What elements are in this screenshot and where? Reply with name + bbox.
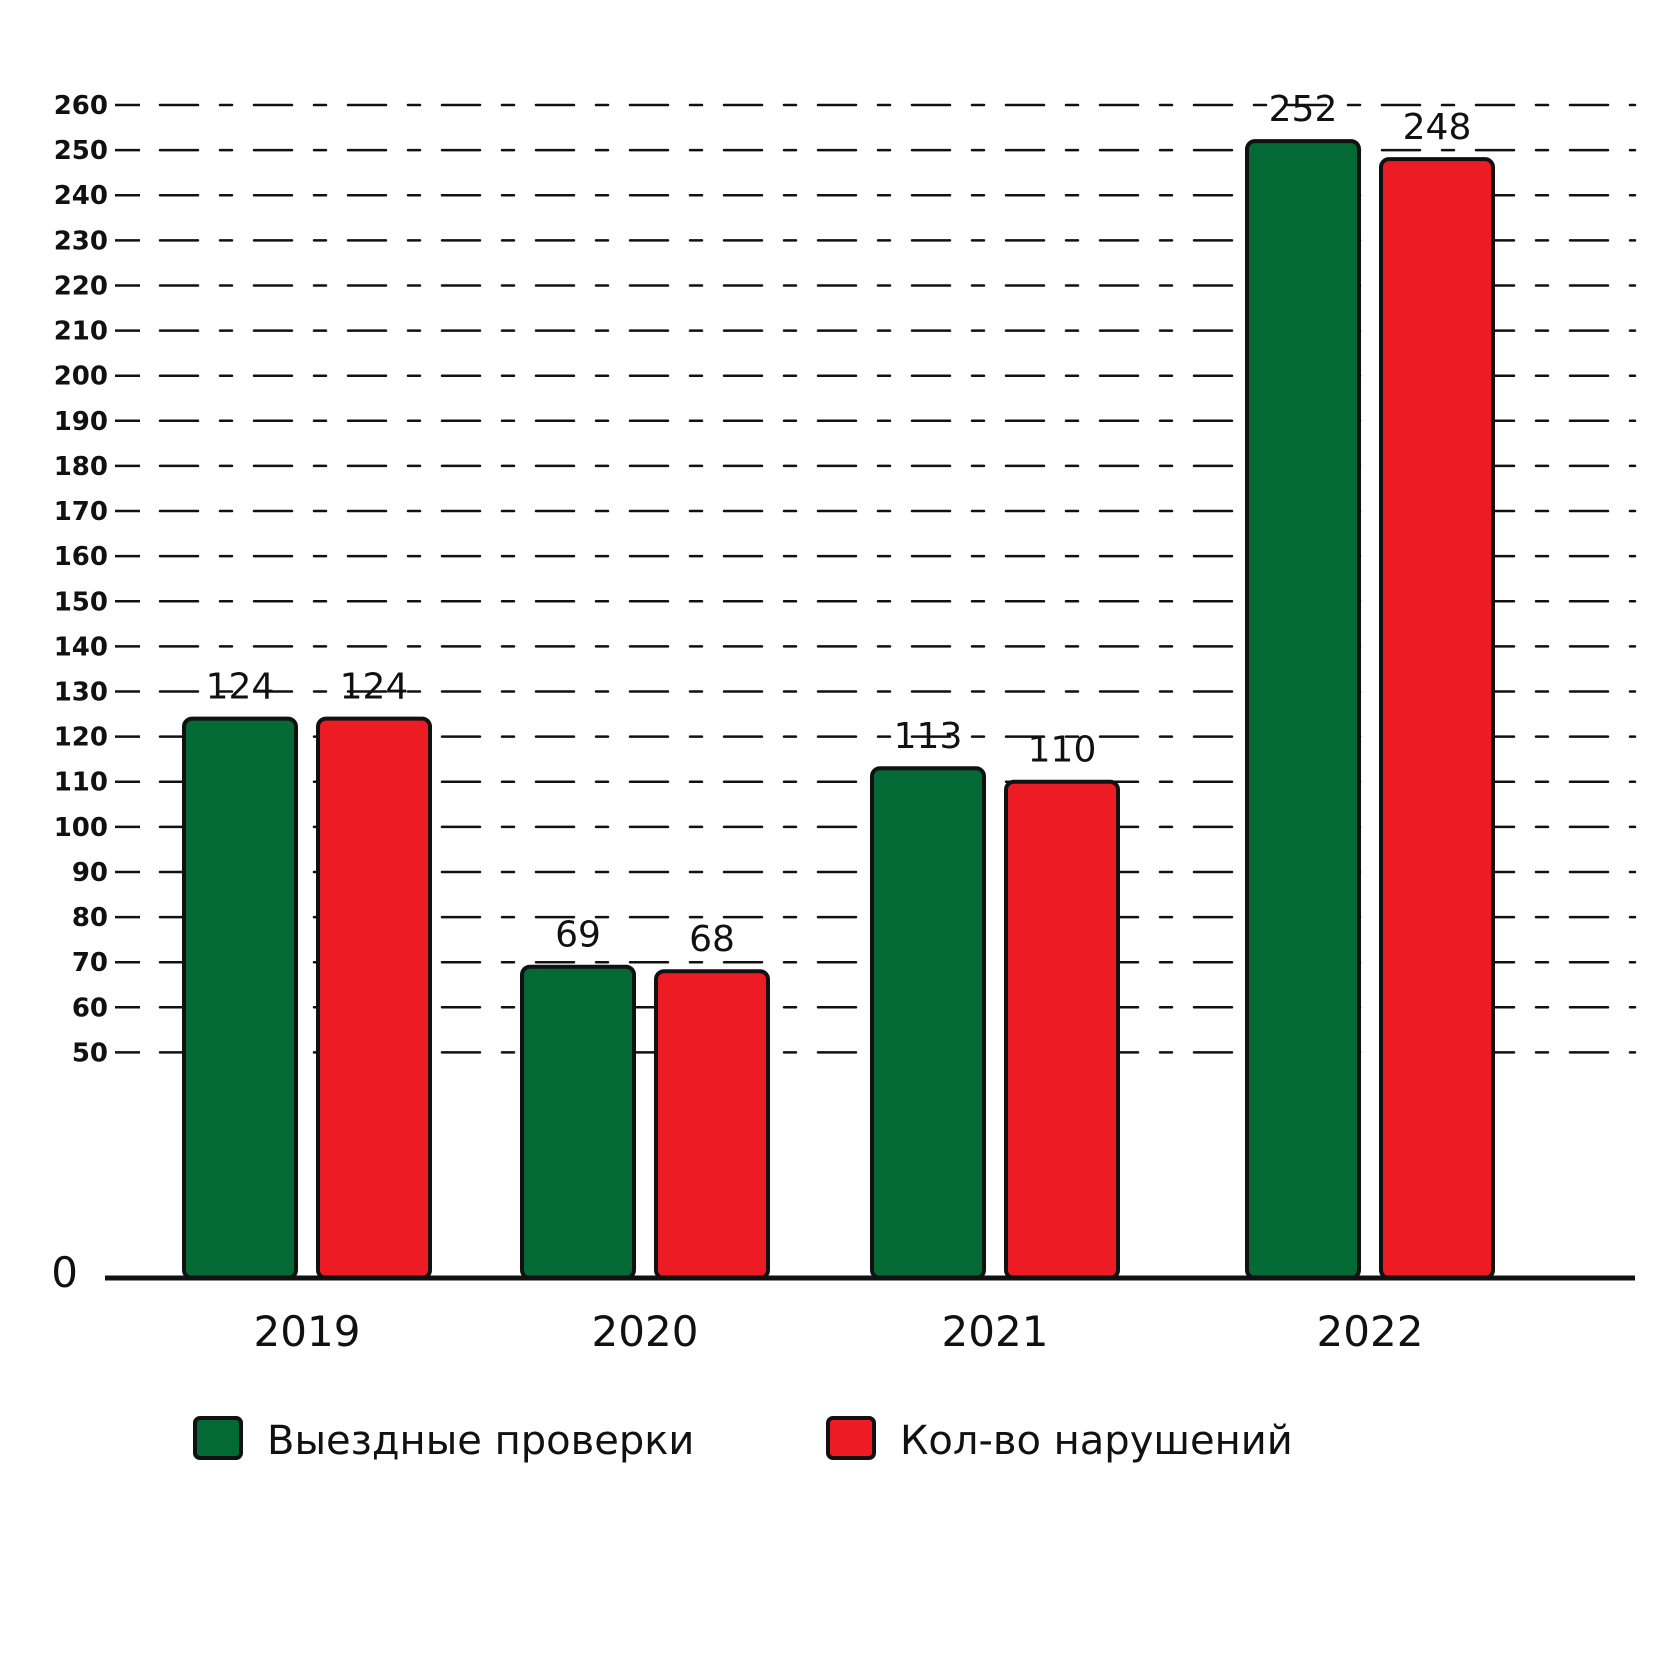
y-tick-label: 0 (51, 1248, 78, 1297)
y-tick-label: 240 (54, 181, 108, 211)
y-tick-label: 120 (54, 723, 108, 753)
y-tick-label: 260 (54, 91, 108, 121)
y-tick-label: 80 (72, 903, 108, 933)
bar-2021-series-2 (1004, 779, 1120, 1280)
y-tick-label: 170 (54, 497, 108, 527)
y-tick-label: 60 (72, 993, 108, 1023)
bar-2019-series-1 (182, 716, 298, 1280)
y-tick-label: 90 (72, 858, 108, 888)
x-category-label: 2021 (942, 1307, 1049, 1356)
bar-2021-series-1 (870, 766, 986, 1280)
value-label: 113 (894, 716, 963, 757)
legend-label-1: Выездные проверки (267, 1418, 694, 1464)
x-category-label: 2019 (254, 1307, 361, 1356)
y-tick-label: 200 (54, 362, 108, 392)
bar-2020-series-2 (654, 969, 770, 1280)
legend: Выездные проверки Кол-во нарушений (193, 1416, 1293, 1464)
y-tick-label: 70 (72, 948, 108, 978)
value-label: 124 (340, 667, 409, 708)
bars (182, 139, 1495, 1281)
y-tick-label: 160 (54, 542, 108, 572)
legend-swatch-1 (193, 1416, 243, 1460)
y-tick-label: 130 (54, 678, 108, 708)
y-tick-label: 190 (54, 407, 108, 437)
x-category-label: 2022 (1317, 1307, 1424, 1356)
y-tick-label: 140 (54, 632, 108, 662)
bar-2022-series-1 (1245, 139, 1361, 1281)
x-category-label: 2020 (592, 1307, 699, 1356)
x-axis: 2019 2020 2021 2022 (105, 1275, 1635, 1356)
value-labels: 124 124 69 68 113 110 252 248 (206, 89, 1472, 960)
bar-2020-series-1 (520, 964, 636, 1280)
y-tick-label: 110 (54, 768, 108, 798)
y-tick-label: 100 (54, 813, 108, 843)
y-tick-label: 250 (54, 136, 108, 166)
y-tick-label: 50 (72, 1038, 108, 1068)
value-label: 68 (689, 919, 735, 960)
bar-2019-series-2 (316, 716, 432, 1280)
legend-label-2: Кол-во нарушений (900, 1418, 1293, 1464)
y-axis: 0 50 60 70 80 90 100 110 120 130 140 150 160 170 180 19… (51, 91, 140, 1297)
value-label: 252 (1269, 89, 1338, 130)
value-label: 110 (1028, 730, 1097, 771)
value-label: 248 (1403, 107, 1472, 148)
y-tick-label: 230 (54, 226, 108, 256)
legend-swatch-2 (826, 1416, 876, 1460)
y-tick-label: 180 (54, 452, 108, 482)
y-tick-label: 210 (54, 317, 108, 347)
y-tick-label: 150 (54, 587, 108, 617)
y-tick-label: 220 (54, 271, 108, 301)
bar-2022-series-2 (1379, 157, 1495, 1281)
value-label: 69 (555, 915, 601, 956)
value-label: 124 (206, 667, 275, 708)
